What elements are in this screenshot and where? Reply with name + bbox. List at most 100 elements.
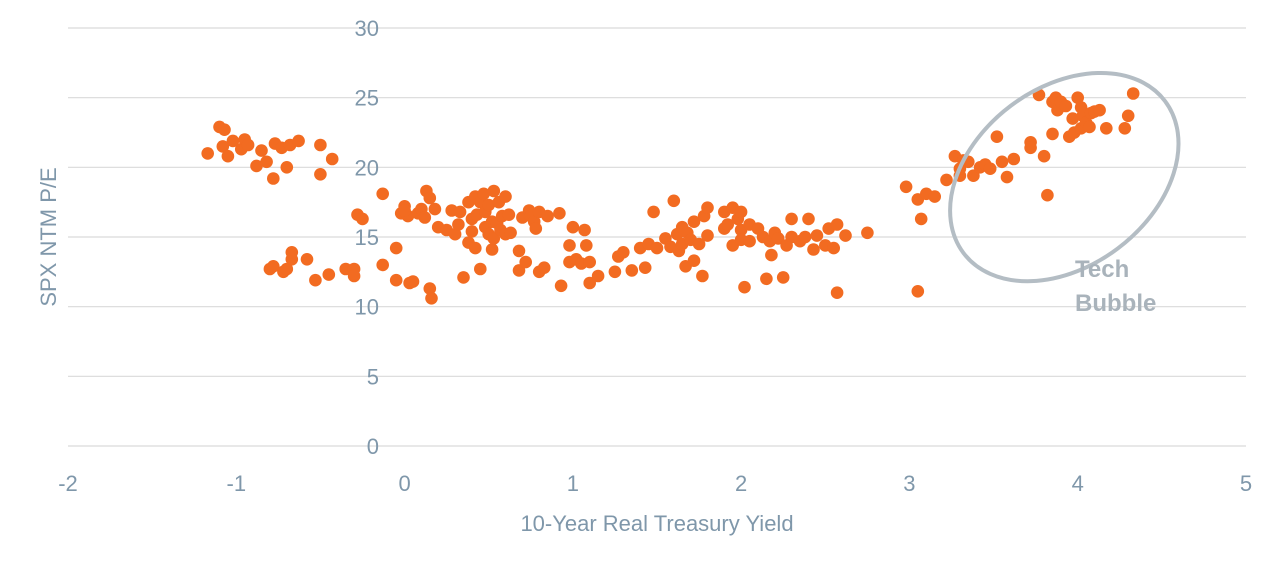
data-point <box>967 169 980 182</box>
data-point <box>502 208 516 221</box>
data-point <box>512 244 526 258</box>
x-tick-label: 3 <box>903 471 915 496</box>
data-point <box>701 229 714 242</box>
data-point <box>1121 109 1135 123</box>
data-point <box>482 198 496 212</box>
data-point <box>376 187 390 201</box>
data-point <box>1118 122 1132 135</box>
data-point <box>861 226 874 240</box>
y-tick-label: 30 <box>355 16 379 41</box>
data-point <box>830 286 844 300</box>
data-point <box>687 254 701 267</box>
x-tick-label: 1 <box>567 471 579 496</box>
data-point <box>226 134 240 148</box>
tech-bubble-ellipse <box>948 70 1181 284</box>
x-tick-label: 0 <box>398 471 410 496</box>
data-point <box>1093 103 1106 117</box>
data-point <box>687 215 701 228</box>
data-point <box>216 140 230 153</box>
data-point <box>504 226 517 240</box>
data-point <box>267 260 280 273</box>
data-point <box>553 207 566 220</box>
data-point <box>406 275 420 288</box>
data-point <box>485 243 499 256</box>
data-point <box>765 248 778 262</box>
data-point <box>389 241 403 255</box>
data-point <box>798 230 812 244</box>
data-point <box>280 161 294 174</box>
data-point <box>1000 170 1014 184</box>
data-point <box>457 271 470 284</box>
data-point <box>474 262 487 276</box>
data-point <box>578 223 591 237</box>
data-point <box>448 227 462 241</box>
data-point <box>428 202 442 216</box>
data-point <box>314 138 327 152</box>
data-point <box>807 243 820 256</box>
data-point <box>389 273 403 287</box>
data-point <box>928 190 941 203</box>
data-point <box>1024 141 1037 155</box>
data-point <box>423 191 437 205</box>
data-point <box>201 147 214 160</box>
data-point <box>667 194 681 208</box>
data-point <box>580 239 593 252</box>
data-point <box>1083 120 1096 134</box>
data-point <box>477 187 491 201</box>
data-point <box>423 282 437 295</box>
data-point <box>453 205 467 219</box>
data-point <box>810 229 824 242</box>
data-point <box>554 279 568 293</box>
y-tick-label: 5 <box>367 364 379 389</box>
data-point <box>940 173 953 187</box>
data-point <box>418 211 432 224</box>
data-point <box>785 212 798 226</box>
data-point <box>314 168 327 181</box>
data-point <box>617 246 630 259</box>
y-tick-label: 0 <box>367 434 379 459</box>
data-point <box>638 261 652 275</box>
data-point <box>566 220 580 234</box>
data-point <box>487 232 501 245</box>
data-point <box>292 134 305 148</box>
data-point <box>734 205 748 219</box>
data-point <box>990 130 1004 143</box>
data-point <box>260 155 273 169</box>
data-point <box>1071 91 1084 104</box>
data-point <box>1066 112 1079 125</box>
data-point <box>827 241 840 255</box>
data-point <box>701 201 714 214</box>
y-tick-label: 15 <box>355 225 379 250</box>
data-point <box>487 184 501 198</box>
data-point <box>625 264 639 277</box>
data-point <box>325 152 339 166</box>
data-point <box>1041 188 1054 202</box>
data-point <box>541 209 554 223</box>
data-point <box>591 269 605 283</box>
data-point <box>309 273 322 287</box>
data-point <box>771 232 785 245</box>
data-point <box>1059 99 1073 113</box>
data-point <box>250 159 263 173</box>
data-point <box>721 218 734 231</box>
data-point <box>802 212 815 226</box>
y-tick-label: 10 <box>355 295 379 320</box>
data-point <box>776 271 790 284</box>
data-point <box>899 180 913 194</box>
data-point <box>376 258 390 272</box>
data-point <box>280 262 294 276</box>
data-point <box>647 205 660 219</box>
data-point <box>983 162 997 175</box>
data-point <box>743 234 756 248</box>
x-tick-label: 2 <box>735 471 747 496</box>
data-point <box>563 239 576 252</box>
data-point <box>1037 149 1051 163</box>
data-point <box>537 261 551 275</box>
data-point <box>347 269 361 283</box>
data-point <box>914 212 928 226</box>
data-point <box>356 212 369 226</box>
gridlines <box>68 27 1246 447</box>
tech-bubble-label-line1: Tech <box>1075 256 1129 283</box>
x-tick-label: 5 <box>1240 471 1252 496</box>
data-point <box>1007 152 1021 166</box>
